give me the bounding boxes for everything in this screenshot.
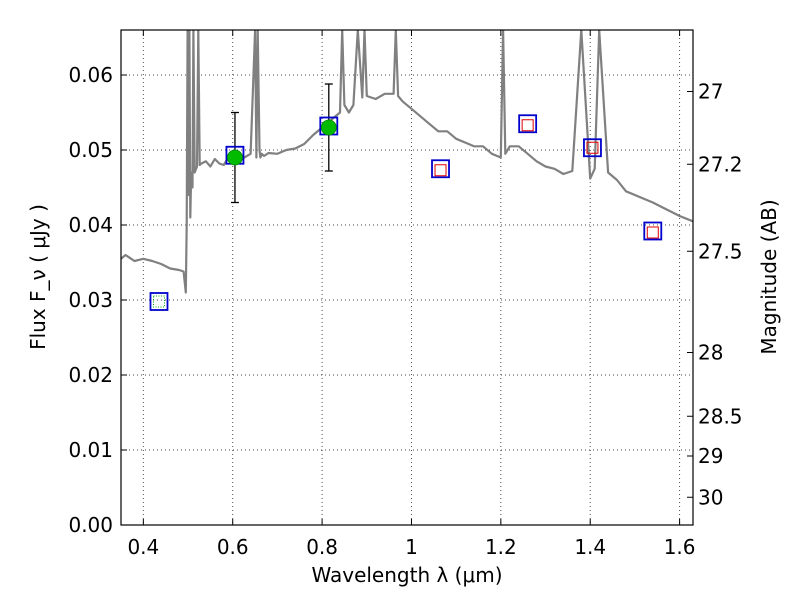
right-tick-label: 29 [698,444,723,468]
x-tick-label: 0.6 [217,535,249,559]
y-tick-label: 0.00 [68,513,113,537]
y-axis-label-right: Magnitude (AB) [757,199,781,354]
x-tick-label: 0.8 [306,535,338,559]
right-tick-label: 28.5 [698,404,743,428]
ticks: 0.4 0.6 0.8 1 1.2 1.4 1.6 0.00 0.01 0.02 0.03 0.04 0… [68,30,743,559]
y-tick-label: 0.04 [68,213,113,237]
right-tick-label: 27.2 [698,152,743,176]
x-tick-label: 1.6 [664,535,696,559]
y-tick-label: 0.05 [68,138,113,162]
inner-square-marker [152,295,165,308]
x-tick-label: 1.4 [574,535,606,559]
data-layer [121,30,693,294]
sed-model-line [121,30,693,294]
right-tick-label: 30 [698,485,723,509]
blue-square-marker [149,292,169,311]
x-tick-label: 1 [405,535,418,559]
plot-frame [120,29,694,526]
y-tick-label: 0.01 [68,438,113,462]
inner-square-marker [646,226,659,239]
x-tick-label: 0.4 [127,535,159,559]
y-axis-label-left: Flux F_ν ( μJy ) [26,204,50,350]
marker-layer [149,83,663,311]
blue-square-marker [583,138,602,158]
right-tick-label: 27 [698,80,723,104]
right-tick-label: 28 [698,341,723,365]
blue-square-marker [518,114,538,134]
green-circle-marker [227,149,243,166]
green-circle-marker [320,119,337,136]
y-tick-label: 0.02 [68,363,113,387]
blue-square-marker [643,221,663,241]
y-tick-label: 0.06 [68,63,113,87]
inner-square-marker [434,164,447,177]
x-tick-label: 1.2 [485,535,517,559]
y-tick-label: 0.03 [68,288,113,312]
right-tick-label: 27.5 [698,239,743,263]
x-axis-label: Wavelength λ (μm) [311,563,502,587]
blue-square-marker [431,159,450,179]
inner-square-marker [521,119,534,132]
inner-square-marker [586,141,599,154]
